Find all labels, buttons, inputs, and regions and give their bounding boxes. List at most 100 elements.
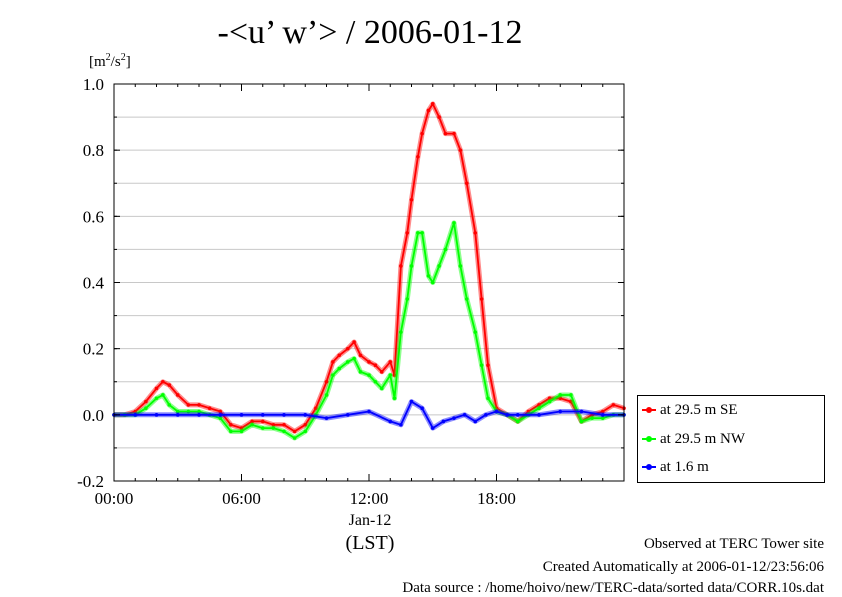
y-tick-label: 0.4: [83, 274, 105, 293]
x-tick-label: 00:00: [95, 489, 134, 508]
y-axis-ticks: 1.0 0.8 0.6 0.4 0.2 0.0 -0.2: [77, 75, 624, 491]
data-point: [526, 409, 531, 414]
data-point: [331, 373, 335, 377]
y-tick-label: 1.0: [83, 75, 104, 94]
data-point: [373, 379, 378, 384]
data-point: [569, 393, 573, 397]
data-point: [464, 297, 469, 301]
data-point: [292, 429, 297, 434]
data-point: [271, 422, 276, 427]
data-point: [579, 409, 584, 414]
x-date-label: Jan-12: [348, 512, 392, 529]
legend-item: at 29.5 m SE: [642, 400, 738, 420]
data-point: [579, 419, 584, 424]
footer-created: Created Automatically at 2006-01-12/23:5…: [542, 559, 824, 575]
x-tick-label: 12:00: [350, 489, 389, 508]
data-point: [260, 426, 265, 430]
y-tick-label: -0.2: [77, 472, 104, 491]
data-point: [239, 429, 244, 434]
y-unit-part: [m: [89, 54, 106, 70]
data-point: [515, 419, 520, 424]
data-point: [358, 370, 363, 374]
footer-source: Data source : /home/hoivo/new/TERC-data/…: [402, 580, 824, 596]
data-point: [345, 360, 350, 364]
y-tick-label: 0.2: [83, 340, 104, 359]
data-point: [441, 419, 446, 424]
data-point: [590, 416, 594, 420]
data-point: [271, 426, 276, 430]
data-point: [405, 231, 410, 235]
data-point: [175, 409, 180, 414]
data-point: [345, 346, 350, 351]
data-point: [324, 379, 329, 384]
data-point: [282, 422, 286, 427]
data-point: [426, 108, 431, 113]
data-point: [416, 154, 420, 159]
legend-label: at 29.5 m SE: [660, 401, 738, 418]
data-point: [430, 280, 435, 285]
legend-swatch-red: [642, 405, 656, 415]
data-point: [337, 366, 342, 371]
data-point: [505, 413, 509, 417]
data-point: [292, 436, 297, 440]
y-unit-part: 2: [120, 52, 126, 63]
data-point: [303, 413, 308, 417]
data-point: [420, 131, 424, 136]
x-axis-ticks: 00:00 06:00 12:00 18:00: [95, 84, 625, 508]
data-point: [218, 409, 223, 414]
data-point: [367, 373, 371, 377]
data-point: [260, 419, 265, 424]
data-point: [367, 409, 371, 414]
legend-item: at 1.6 m: [642, 457, 709, 477]
data-point: [167, 383, 172, 387]
data-point: [324, 416, 329, 420]
data-point: [473, 330, 478, 334]
data-point: [324, 393, 329, 397]
data-point: [558, 396, 563, 401]
data-point: [314, 406, 318, 411]
data-point: [144, 399, 148, 404]
series-lines: [112, 101, 626, 441]
x-tick-label: 06:00: [222, 489, 261, 508]
y-unit-part: /s: [110, 54, 121, 70]
y-unit-part: 2: [105, 52, 111, 63]
data-point: [197, 403, 201, 407]
data-point: [379, 386, 384, 391]
data-point: [197, 413, 201, 417]
data-point: [464, 181, 469, 186]
data-point: [437, 115, 441, 119]
data-point: [388, 360, 393, 364]
legend-label: at 1.6 m: [660, 458, 709, 475]
data-point: [133, 413, 138, 417]
data-point: [388, 419, 393, 424]
data-point: [175, 393, 180, 397]
data-point: [379, 370, 384, 374]
data-point: [186, 409, 191, 414]
data-point: [392, 373, 397, 377]
data-point: [486, 396, 490, 401]
data-point: [420, 406, 424, 411]
footer-observed: Observed at TERC Tower site: [643, 536, 824, 552]
data-point: [405, 297, 410, 301]
y-tick-label: 0.0: [83, 406, 104, 425]
data-point: [303, 422, 308, 427]
data-point: [458, 264, 463, 268]
data-point: [161, 379, 165, 384]
data-point: [392, 396, 397, 401]
data-point: [250, 419, 254, 424]
data-point: [358, 353, 363, 358]
data-point: [409, 197, 414, 202]
data-point: [260, 413, 265, 417]
data-point: [430, 426, 435, 430]
data-point: [352, 340, 356, 344]
y-tick-label: 0.6: [83, 207, 104, 226]
data-point: [458, 148, 463, 152]
grid-lines: [114, 83, 624, 482]
data-point: [537, 406, 541, 411]
data-point: [437, 264, 441, 268]
data-point: [486, 363, 490, 368]
data-point: [218, 413, 223, 417]
data-point: [399, 422, 403, 427]
data-point: [409, 399, 414, 404]
